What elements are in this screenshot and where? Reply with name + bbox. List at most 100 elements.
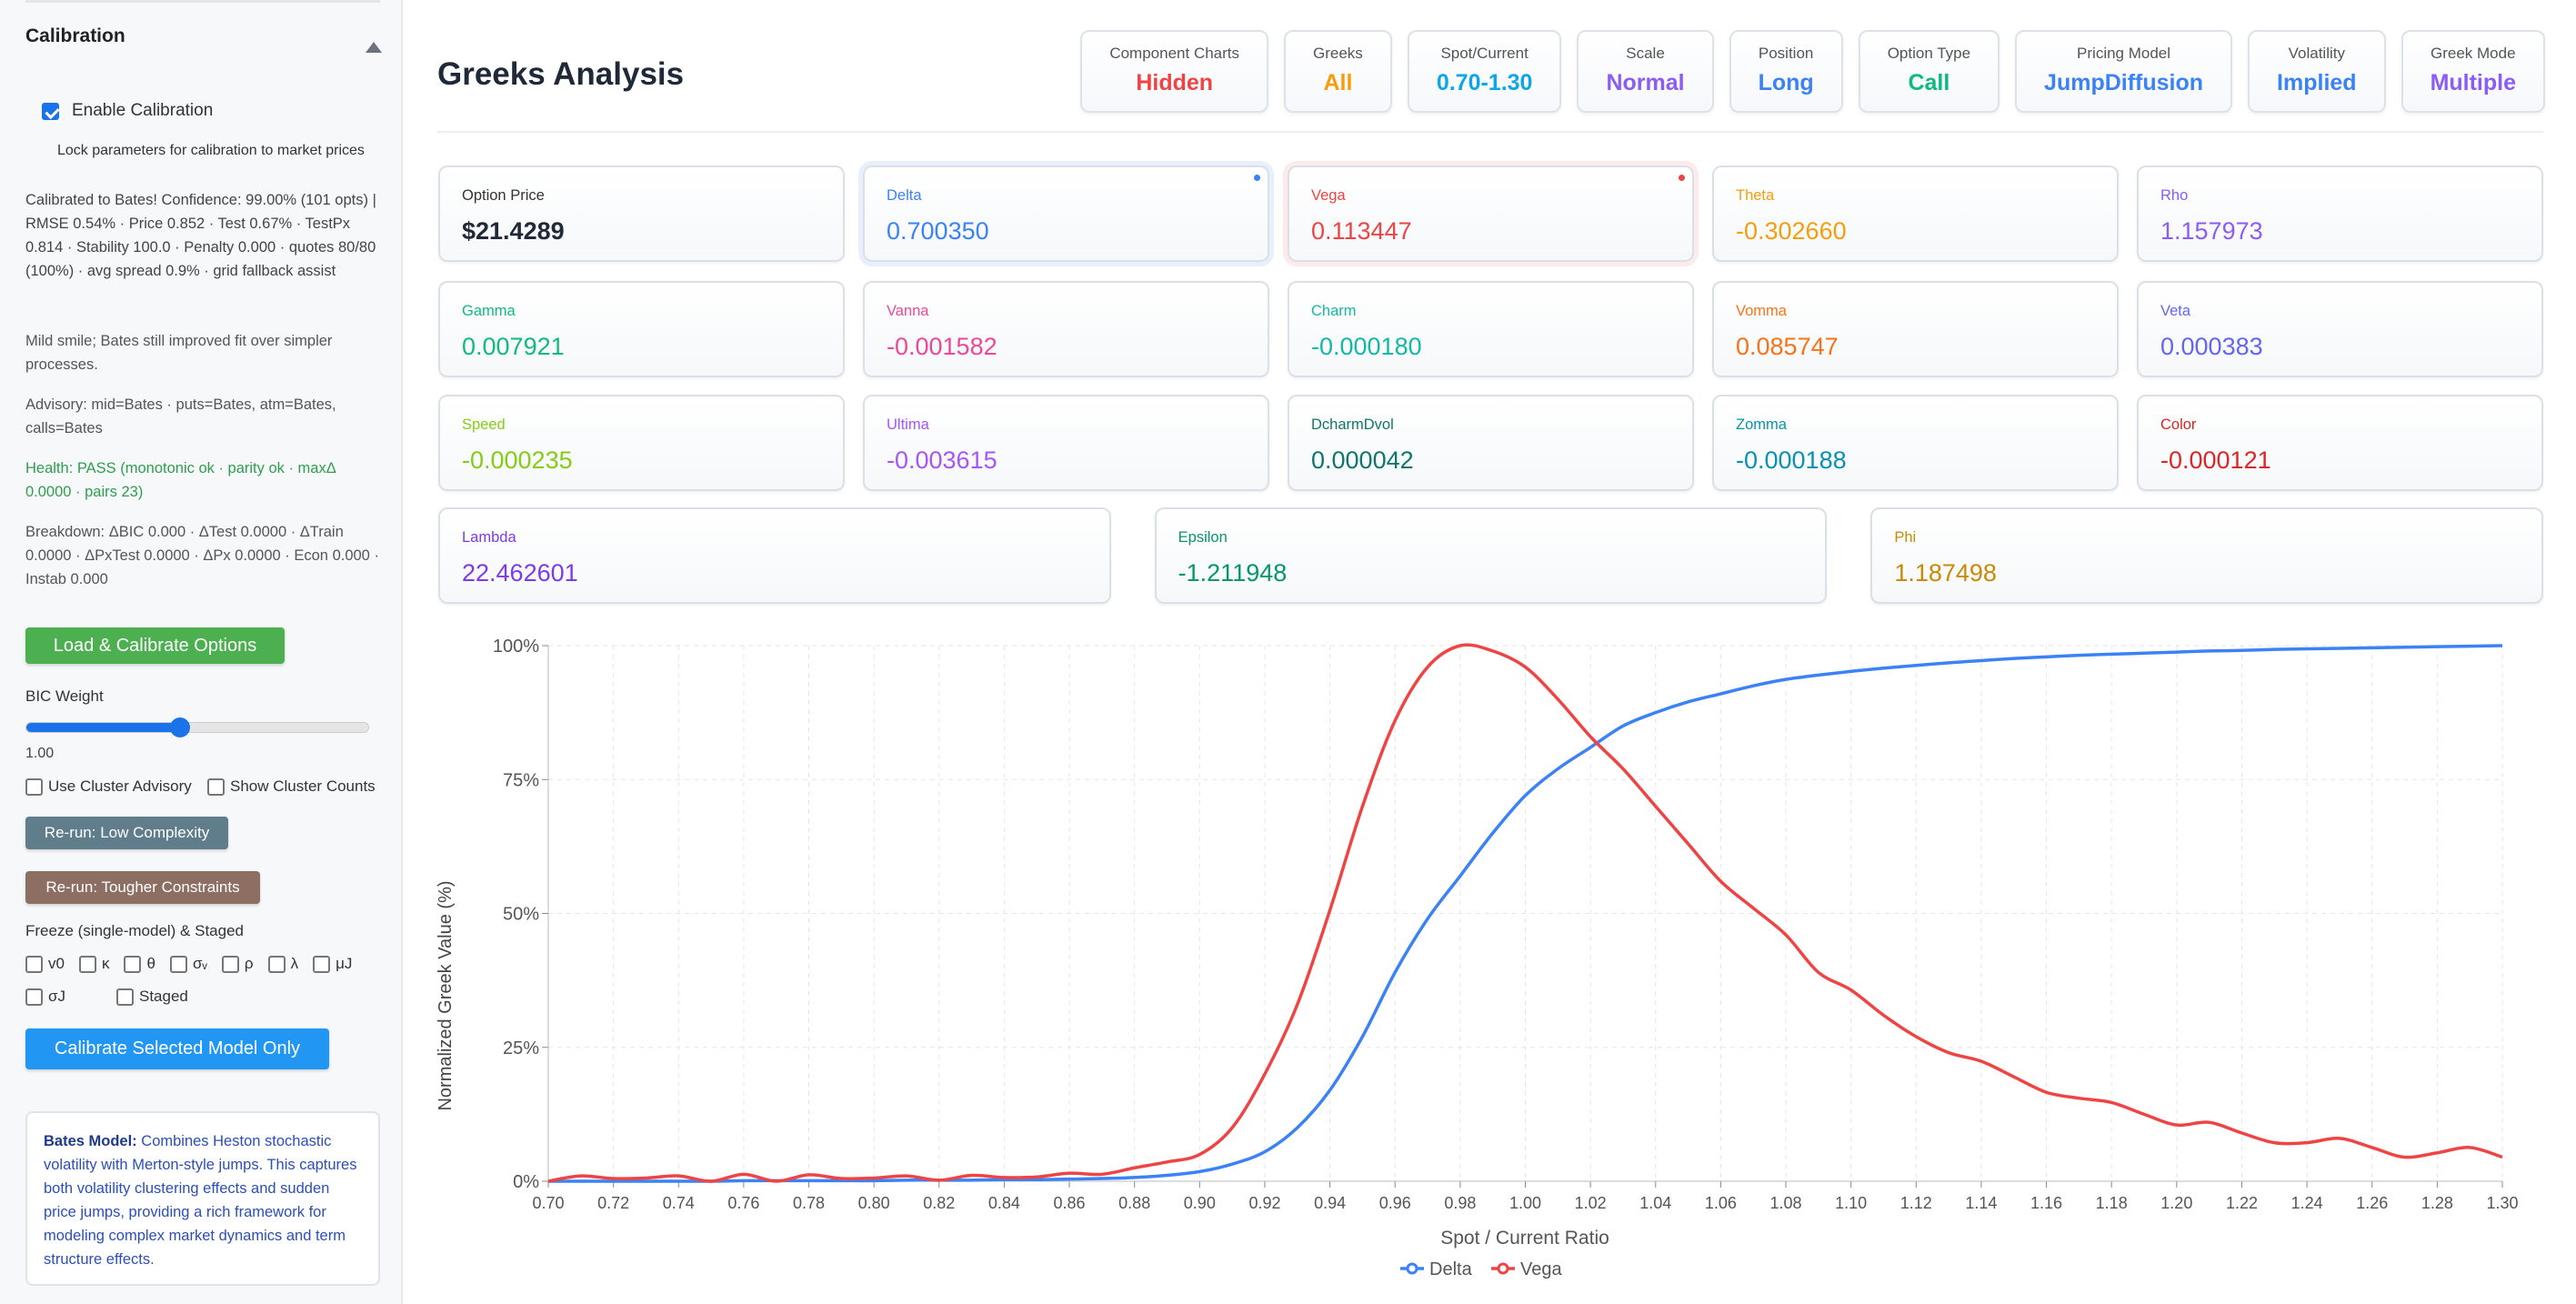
x-tick-label: 1.02 [1575, 1194, 1607, 1212]
badge-label: Pricing Model [2077, 45, 2171, 62]
x-tick-label: 0.98 [1444, 1194, 1476, 1212]
calibration-sidebar: Calibration Enable Calibration Lock para… [0, 0, 403, 1304]
badge-spot-current[interactable]: Spot/Current 0.70-1.30 [1407, 30, 1562, 113]
freeze-sigma-j[interactable]: σJ [25, 988, 65, 1006]
checkbox[interactable] [25, 955, 43, 973]
x-tick-label: 0.72 [597, 1194, 629, 1212]
badge-greek-mode[interactable]: Greek Mode Multiple [2401, 30, 2545, 113]
section-title: Calibration [25, 25, 125, 46]
badge-scale[interactable]: Scale Normal [1577, 30, 1714, 113]
indicator-dot-icon [1254, 175, 1260, 181]
checkbox[interactable] [116, 988, 134, 1006]
bic-weight-slider[interactable] [25, 717, 369, 737]
card-label: Gamma [462, 303, 516, 319]
health-text: Health: PASS (monotonic ok · parity ok ·… [25, 460, 336, 500]
collapse-triangle-icon[interactable] [366, 42, 382, 53]
use-cluster-advisory-option[interactable]: Use Cluster Advisory [25, 777, 192, 796]
checkbox[interactable] [313, 955, 331, 973]
enable-calibration-toggle[interactable]: Enable Calibration [42, 101, 213, 121]
greek-card-charm[interactable]: Charm -0.000180 [1288, 281, 1694, 377]
freeze-kappa[interactable]: κ [78, 955, 109, 973]
card-label: Epsilon [1178, 529, 1228, 546]
freeze-v0[interactable]: v0 [25, 955, 65, 973]
checkbox[interactable] [169, 955, 187, 973]
rerun-low-complexity-button[interactable]: Re-run: Low Complexity [25, 817, 228, 849]
x-tick-label: 1.30 [2486, 1194, 2518, 1212]
checkbox[interactable] [267, 955, 286, 973]
x-tick-label: 1.28 [2421, 1194, 2453, 1212]
staged-option[interactable]: Staged [116, 988, 188, 1006]
x-tick-label: 1.26 [2356, 1194, 2388, 1212]
card-label: Theta [1736, 187, 1775, 204]
rerun-tougher-constraints-button[interactable]: Re-run: Tougher Constraints [25, 871, 260, 904]
greek-card-ultima[interactable]: Ultima -0.003615 [863, 395, 1269, 491]
calibrate-selected-model-button[interactable]: Calibrate Selected Model Only [25, 1028, 329, 1069]
freeze-rho[interactable]: ρ [221, 955, 254, 973]
card-label: Vega [1311, 187, 1346, 204]
x-tick-label: 1.22 [2226, 1194, 2258, 1212]
param-label: σJ [48, 988, 65, 1005]
card-label: Rho [2160, 187, 2189, 204]
x-tick-label: 0.96 [1379, 1194, 1411, 1212]
freeze-theta[interactable]: θ [124, 955, 155, 973]
checkbox[interactable] [221, 955, 239, 973]
greek-card-delta[interactable]: Delta 0.700350 [863, 166, 1269, 262]
chart-legend: Delta Vega [1400, 1259, 1562, 1279]
badge-label: Position [1758, 45, 1814, 62]
info-text: Combines Heston stochastic volatility wi… [44, 1133, 357, 1268]
badge-position[interactable]: Position Long [1729, 30, 1843, 113]
greek-card-rho[interactable]: Rho 1.157973 [2137, 166, 2543, 262]
greek-card-lambda[interactable]: Lambda 22.462601 [438, 507, 1111, 604]
card-label: Charm [1311, 303, 1357, 319]
card-label: Option Price [462, 187, 545, 204]
greek-card-phi[interactable]: Phi 1.187498 [1870, 507, 2543, 604]
greek-card-dcharmdvol[interactable]: DcharmDvol 0.000042 [1288, 395, 1694, 491]
checkbox[interactable] [25, 988, 43, 1006]
badge-value: Multiple [2430, 70, 2516, 95]
card-value: -0.001582 [887, 333, 997, 360]
load-calibrate-button[interactable]: Load & Calibrate Options [25, 627, 285, 664]
greek-card-vomma[interactable]: Vomma 0.085747 [1712, 281, 2119, 377]
card-value: 0.113447 [1311, 217, 1412, 245]
greek-card-color[interactable]: Color -0.000121 [2137, 395, 2543, 491]
badge-pricing-model[interactable]: Pricing Model JumpDiffusion [2015, 30, 2233, 113]
checkbox[interactable] [124, 955, 142, 973]
page-title: Greeks Analysis [437, 56, 685, 92]
slider-thumb[interactable] [170, 717, 191, 737]
checkbox[interactable] [207, 777, 225, 796]
freeze-mu-j[interactable]: μJ [313, 955, 352, 973]
card-value: -0.000121 [2160, 446, 2271, 474]
param-label: μJ [336, 955, 353, 972]
checkbox[interactable] [78, 955, 96, 973]
checkbox[interactable] [25, 777, 43, 796]
x-tick-label: 1.24 [2291, 1194, 2323, 1212]
freeze-label: Freeze (single-model) & Staged [25, 922, 245, 939]
freeze-sigma-v[interactable]: σᵥ [169, 955, 207, 973]
y-tick-label: 75% [503, 770, 539, 790]
param-label: λ [290, 955, 299, 972]
greek-card-veta[interactable]: Veta 0.000383 [2137, 281, 2543, 377]
greek-card-vega[interactable]: Vega 0.113447 [1288, 166, 1694, 262]
badge-volatility[interactable]: Volatility Implied [2248, 30, 2386, 113]
greek-card-gamma[interactable]: Gamma 0.007921 [438, 281, 845, 377]
card-value: -0.000235 [462, 446, 573, 474]
badge-component-charts[interactable]: Component Charts Hidden [1080, 30, 1269, 113]
enable-calibration-checkbox[interactable] [42, 102, 59, 120]
greek-card-zomma[interactable]: Zomma -0.000188 [1712, 395, 2119, 491]
card-label: Ultima [887, 416, 929, 433]
greek-card-epsilon[interactable]: Epsilon -1.211948 [1154, 507, 1828, 604]
legend-label: Vega [1520, 1259, 1562, 1279]
x-axis-label: Spot / Current Ratio [1440, 1228, 1609, 1249]
greek-card-option-price[interactable]: Option Price $21.4289 [438, 166, 845, 262]
badge-greeks[interactable]: Greeks All [1284, 30, 1392, 113]
freeze-lambda[interactable]: λ [267, 955, 299, 973]
greek-card-speed[interactable]: Speed -0.000235 [438, 395, 845, 491]
param-label: θ [146, 955, 155, 972]
badge-option-type[interactable]: Option Type Call [1858, 30, 2000, 113]
greek-card-vanna[interactable]: Vanna -0.001582 [863, 281, 1269, 377]
advisory-text: Advisory: mid=Bates · puts=Bates, atm=Ba… [25, 396, 336, 436]
greek-card-theta[interactable]: Theta -0.302660 [1712, 166, 2119, 262]
show-cluster-counts-option[interactable]: Show Cluster Counts [207, 777, 376, 796]
x-tick-label: 1.06 [1705, 1194, 1737, 1212]
param-label: Staged [139, 988, 188, 1005]
